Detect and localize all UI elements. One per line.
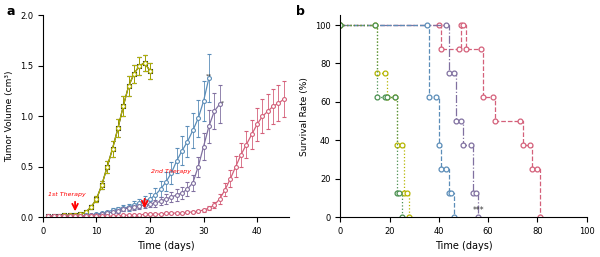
Text: *: * (221, 100, 224, 105)
X-axis label: Time (days): Time (days) (137, 241, 195, 251)
Text: b: b (296, 5, 305, 18)
Y-axis label: Survival Rate (%): Survival Rate (%) (301, 77, 310, 156)
Text: 2nd Therapy: 2nd Therapy (151, 169, 191, 174)
Text: a: a (6, 5, 14, 18)
X-axis label: Time (days): Time (days) (434, 241, 492, 251)
Y-axis label: Tumor Volume (cm³): Tumor Volume (cm³) (5, 71, 14, 162)
Text: **: ** (206, 74, 212, 79)
Text: 1st Therapy: 1st Therapy (49, 192, 86, 197)
Text: ***: *** (472, 206, 484, 215)
